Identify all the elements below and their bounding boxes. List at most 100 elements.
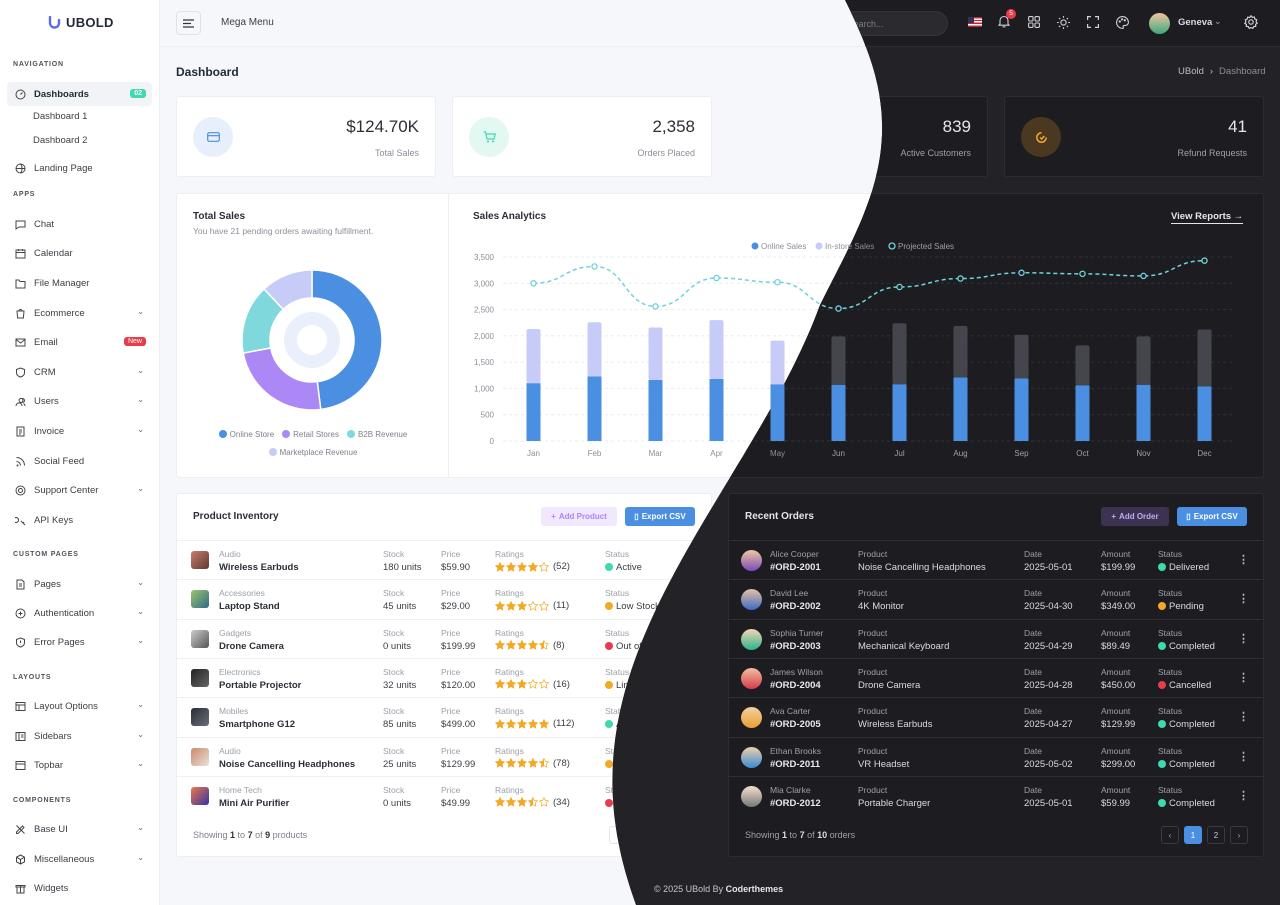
price-label: Price	[441, 627, 461, 638]
next-page-button[interactable]: ›	[678, 826, 696, 844]
sidebar-item-invoice[interactable]: Invoice ⌄	[7, 419, 152, 443]
x-tick-label: Feb	[588, 449, 602, 458]
more-options-icon[interactable]: ⋮	[686, 554, 697, 566]
star-icon	[539, 797, 549, 808]
status-dot	[605, 798, 613, 807]
x-tick-label: May	[770, 449, 785, 458]
status-badge: Out of Stock	[605, 641, 668, 652]
bar-online-sales	[1075, 385, 1090, 441]
app-logo[interactable]: UBOLD	[48, 15, 114, 30]
sidebar-item-support-center[interactable]: Support Center ⌄	[7, 478, 152, 502]
sidebar-item-social-feed[interactable]: Social Feed	[7, 449, 152, 473]
page-title: Dashboard	[176, 65, 239, 79]
star-icon	[517, 600, 527, 611]
product-name[interactable]: Noise Cancelling Headphones	[219, 758, 356, 770]
more-options-icon[interactable]: ⋮	[686, 593, 697, 606]
sidebar-item-ecommerce[interactable]: Ecommerce ⌄	[7, 301, 152, 325]
page-2-button[interactable]: 2	[655, 826, 673, 844]
star-icon	[539, 679, 549, 690]
sidebar-item-label: CRM	[34, 366, 56, 378]
price-value: $59.90	[441, 562, 471, 573]
page-1-button[interactable]: 1	[632, 826, 650, 844]
sidebar-item-label: Users	[34, 395, 59, 407]
star-icon	[506, 718, 516, 729]
status-dot	[605, 759, 613, 768]
star-icon	[539, 758, 549, 768]
bar-in-store-sales	[526, 329, 541, 384]
product-name[interactable]: Smartphone G12	[219, 719, 296, 731]
table-row[interactable]: Home Tech Mini Air Purifier Stock 0 unit…	[177, 775, 711, 815]
sidebar-item-file-manager[interactable]: File Manager	[7, 271, 152, 295]
x-tick-label: Jun	[832, 449, 845, 458]
table-row[interactable]: Accessories Laptop Stand Stock 45 units …	[177, 579, 711, 618]
sidebar-item-label: Dashboards	[34, 88, 89, 100]
sidebar-item-icon	[16, 853, 25, 865]
donut-legend: Online Store Retail Stores B2B Revenue Mark…	[193, 426, 433, 462]
sidebar-item-email[interactable]: Email New	[7, 330, 152, 354]
sidebar-item-chat[interactable]: Chat	[7, 212, 152, 236]
export-csv-button[interactable]: ▯ Export CSV	[625, 507, 695, 526]
star-icon	[495, 679, 505, 690]
bar-in-store-sales	[648, 327, 663, 381]
chevron-down-icon: ⌄	[137, 700, 144, 709]
projected-sales-point	[713, 274, 720, 282]
sidebar-item-sidebars[interactable]: Sidebars ⌄	[7, 724, 152, 748]
product-name[interactable]: Mini Air Purifier	[219, 797, 290, 809]
product-name[interactable]: Drone Camera	[219, 640, 284, 652]
sidebar-item-landing-page[interactable]: Landing Page	[7, 156, 152, 180]
table-row[interactable]: Gadgets Drone Camera Stock 0 units Price…	[177, 618, 711, 658]
sidebar-item-widgets[interactable]: Widgets	[7, 876, 152, 900]
legend-label: B2B Revenue	[357, 430, 408, 439]
more-options-icon[interactable]: ⋮	[686, 711, 697, 724]
sidebar-item-layout-options[interactable]: Layout Options ⌄	[7, 694, 152, 718]
x-tick-label: Aug	[953, 449, 967, 458]
app-name: UBOLD	[66, 15, 114, 30]
prev-page-button[interactable]: ‹	[609, 826, 627, 844]
sidebar-item-error-pages[interactable]: Error Pages ⌄	[7, 630, 152, 654]
sidebar-item-icon	[15, 731, 26, 741]
rating: (112)	[495, 718, 574, 729]
table-row[interactable]: Mobiles Smartphone G12 Stock 85 units Pr…	[177, 697, 711, 736]
add-product-button[interactable]: + Add Product	[541, 507, 617, 526]
product-category: Audio	[219, 549, 241, 559]
more-options-icon[interactable]: ⋮	[686, 750, 697, 763]
sidebar-item-icon	[15, 220, 26, 230]
sidebar-item-miscellaneous[interactable]: Miscellaneous ⌄	[7, 847, 152, 871]
nav-section-label: CUSTOM PAGES	[13, 551, 79, 558]
bar-in-store-sales	[587, 322, 602, 377]
menu-toggle-button[interactable]	[176, 11, 201, 35]
stock-label: Stock	[383, 706, 405, 717]
export-csv-label: Export CSV	[641, 512, 686, 521]
sidebar-item-label: Error Pages	[34, 636, 85, 648]
sidebar-subitem[interactable]: Dashboard 2	[33, 135, 88, 146]
sidebar-item-api-keys[interactable]: API Keys	[7, 508, 152, 532]
sidebar-item-users[interactable]: Users ⌄	[7, 389, 152, 413]
table-row[interactable]: Electronics Portable Projector Stock 32 …	[177, 657, 711, 697]
mega-menu-link[interactable]: Mega Menu	[221, 17, 274, 28]
product-name[interactable]: Laptop Stand	[219, 601, 280, 613]
table-row[interactable]: Audio Noise Cancelling Headphones Stock …	[177, 736, 711, 776]
bar-online-sales	[1197, 386, 1212, 441]
sidebar-item-icon	[15, 279, 26, 288]
more-options-icon[interactable]: ⋮	[686, 671, 697, 684]
legend-swatch	[751, 242, 759, 250]
star-icon	[495, 640, 505, 650]
stock-label: Stock	[383, 784, 405, 795]
sidebar-item-calendar[interactable]: Calendar	[7, 241, 152, 265]
sidebar-item-base-ui[interactable]: Base UI ⌄	[7, 817, 152, 841]
projected-sales-point	[1079, 270, 1086, 278]
table-row[interactable]: Audio Wireless Earbuds Stock 180 units P…	[177, 540, 711, 579]
sidebar-item-icon	[15, 338, 26, 346]
more-options-icon[interactable]: ⋮	[686, 789, 697, 802]
sidebar-item-pages[interactable]: Pages ⌄	[7, 572, 152, 596]
product-name[interactable]: Wireless Earbuds	[219, 562, 299, 573]
sidebar-item-authentication[interactable]: Authentication ⌄	[7, 601, 152, 625]
nav-section-label: COMPONENTS	[13, 797, 72, 804]
sidebar-subitem[interactable]: Dashboard 1	[33, 111, 88, 122]
sidebar-item-topbar[interactable]: Topbar ⌄	[7, 753, 152, 777]
sidebar-item-crm[interactable]: CRM ⌄	[7, 360, 152, 384]
more-options-icon[interactable]: ⋮	[686, 632, 697, 645]
status-text: Limited	[616, 679, 647, 691]
product-name[interactable]: Portable Projector	[219, 679, 302, 691]
sidebar-item-dashboards[interactable]: Dashboards 02	[7, 82, 152, 106]
